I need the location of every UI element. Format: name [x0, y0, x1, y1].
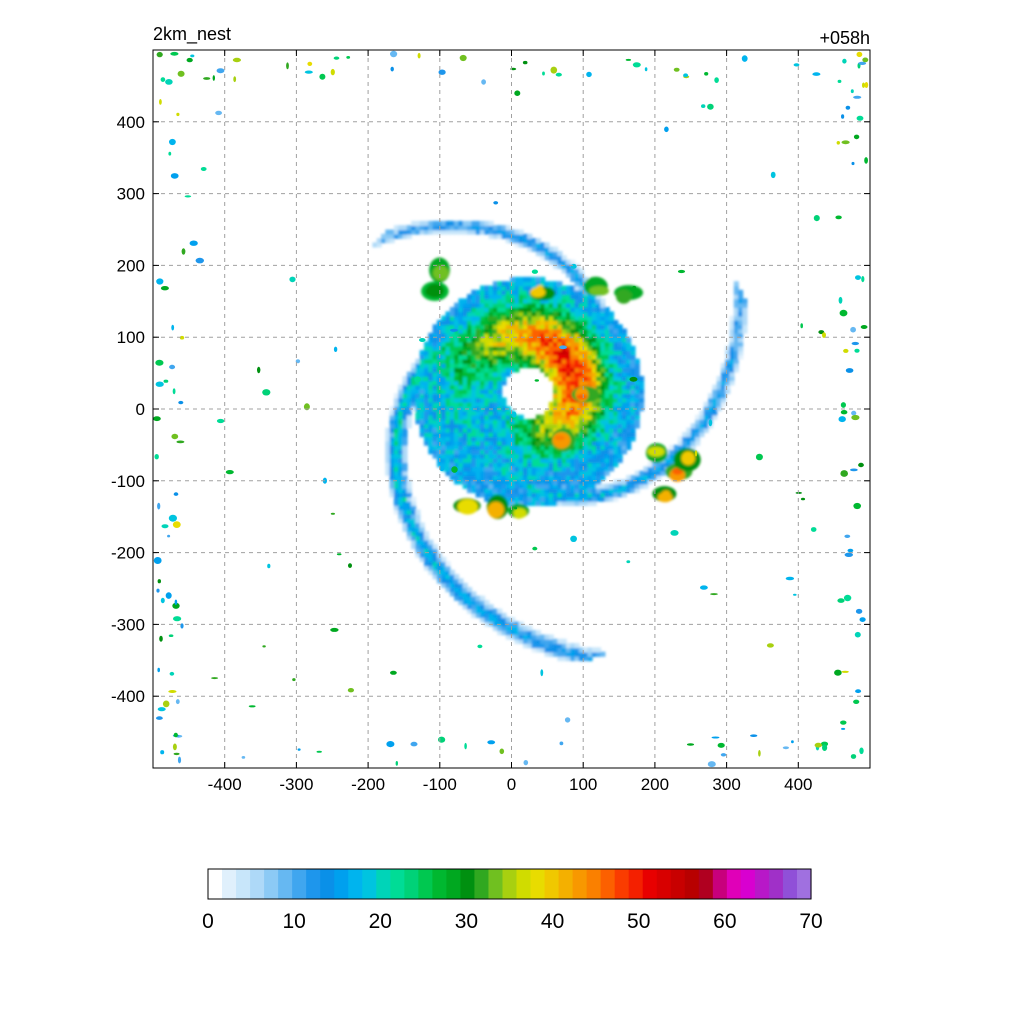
colorbar-swatch-18	[460, 869, 476, 899]
colorbar-swatch-2	[236, 869, 251, 899]
colorbar-swatch-21	[502, 869, 518, 899]
colorbar-swatch-36	[712, 869, 728, 899]
colorbar-swatch-0	[208, 869, 223, 899]
colorbar-swatch-38	[740, 869, 756, 899]
x-tick-label-1: -300	[279, 775, 313, 794]
colorbar-swatch-24	[544, 869, 560, 899]
colorbar-swatch-13	[390, 869, 405, 899]
colorbar-swatch-3	[250, 869, 265, 899]
colorbar: 0 10 20 30 40 50 60 70	[202, 868, 823, 933]
colorbar-swatch-4	[264, 869, 279, 899]
y-tick-label-7: 300	[117, 185, 145, 204]
y-tick-label-2: -200	[111, 544, 145, 563]
x-tick-label-7: 300	[712, 775, 740, 794]
plot-area: -400 -300 -200 -100 0 100 200 300 400 -400 -300 -20…	[111, 49, 871, 794]
reflectivity-field	[153, 50, 869, 768]
colorbar-tick-label-7: 70	[799, 910, 822, 933]
colorbar-swatch-35	[698, 869, 714, 899]
colorbar-swatch-23	[530, 869, 546, 899]
colorbar-swatch-7	[306, 869, 321, 899]
colorbar-swatch-5	[278, 869, 293, 899]
colorbar-swatch-16	[432, 869, 447, 899]
x-tick-label-6: 200	[641, 775, 669, 794]
colorbar-swatch-1	[222, 869, 237, 899]
y-tick-label-4: 0	[136, 400, 145, 419]
y-tick-label-0: -400	[111, 687, 145, 706]
x-tick-label-0: -400	[208, 775, 242, 794]
colorbar-swatch-30	[628, 869, 644, 899]
plot-title: 2km_nest	[153, 24, 231, 45]
colorbar-swatch-11	[362, 869, 377, 899]
y-tick-label-1: -300	[111, 615, 145, 634]
x-tick-label-2: -200	[351, 775, 385, 794]
colorbar-swatch-15	[418, 869, 433, 899]
colorbar-swatch-20	[488, 869, 504, 899]
colorbar-swatch-41	[782, 869, 798, 899]
y-tick-label-8: 400	[117, 113, 145, 132]
colorbar-swatch-6	[292, 869, 307, 899]
axis-ticks: -400 -300 -200 -100 0 100 200 300 400 -400 -300 -20…	[111, 50, 870, 794]
colorbar-tick-label-0: 0	[202, 910, 214, 933]
colorbar-swatch-40	[768, 869, 784, 899]
colorbar-swatch-27	[586, 869, 602, 899]
y-tick-label-6: 200	[117, 256, 145, 275]
y-tick-label-3: -100	[111, 472, 145, 491]
colorbar-tick-label-1: 10	[282, 910, 305, 933]
colorbar-swatch-34	[684, 869, 700, 899]
x-tick-label-5: 100	[569, 775, 597, 794]
colorbar-frame	[207, 868, 812, 900]
x-tick-label-3: -100	[423, 775, 457, 794]
colorbar-swatch-28	[600, 869, 616, 899]
colorbar-swatch-33	[670, 869, 686, 899]
colorbar-tick-label-5: 50	[627, 910, 650, 933]
colorbar-tick-label-4: 40	[541, 910, 564, 933]
colorbar-tick-label-3: 30	[455, 910, 478, 933]
forecast-hour-label: +058h	[819, 28, 870, 48]
colorbar-swatch-42	[796, 869, 812, 899]
colorbar-swatch-10	[348, 869, 363, 899]
colorbar-tick-label-2: 20	[369, 910, 392, 933]
colorbar-swatch-29	[614, 869, 630, 899]
colorbar-swatch-31	[642, 869, 658, 899]
colorbar-swatch-39	[754, 869, 770, 899]
colorbar-swatch-14	[404, 869, 419, 899]
colorbar-swatch-25	[558, 869, 574, 899]
colorbar-swatch-22	[516, 869, 532, 899]
x-tick-label-8: 400	[784, 775, 812, 794]
y-tick-label-5: 100	[117, 328, 145, 347]
plot-background	[153, 50, 870, 768]
colorbar-swatch-8	[320, 869, 335, 899]
colorbar-tick-label-6: 60	[713, 910, 736, 933]
colorbar-swatch-26	[572, 869, 588, 899]
colorbar-swatch-12	[376, 869, 391, 899]
colorbar-swatch-32	[656, 869, 672, 899]
colorbar-swatch-17	[446, 869, 462, 899]
colorbar-swatch-19	[474, 869, 490, 899]
colorbar-swatch-9	[334, 869, 349, 899]
x-tick-label-4: 0	[507, 775, 516, 794]
colorbar-swatch-37	[726, 869, 742, 899]
